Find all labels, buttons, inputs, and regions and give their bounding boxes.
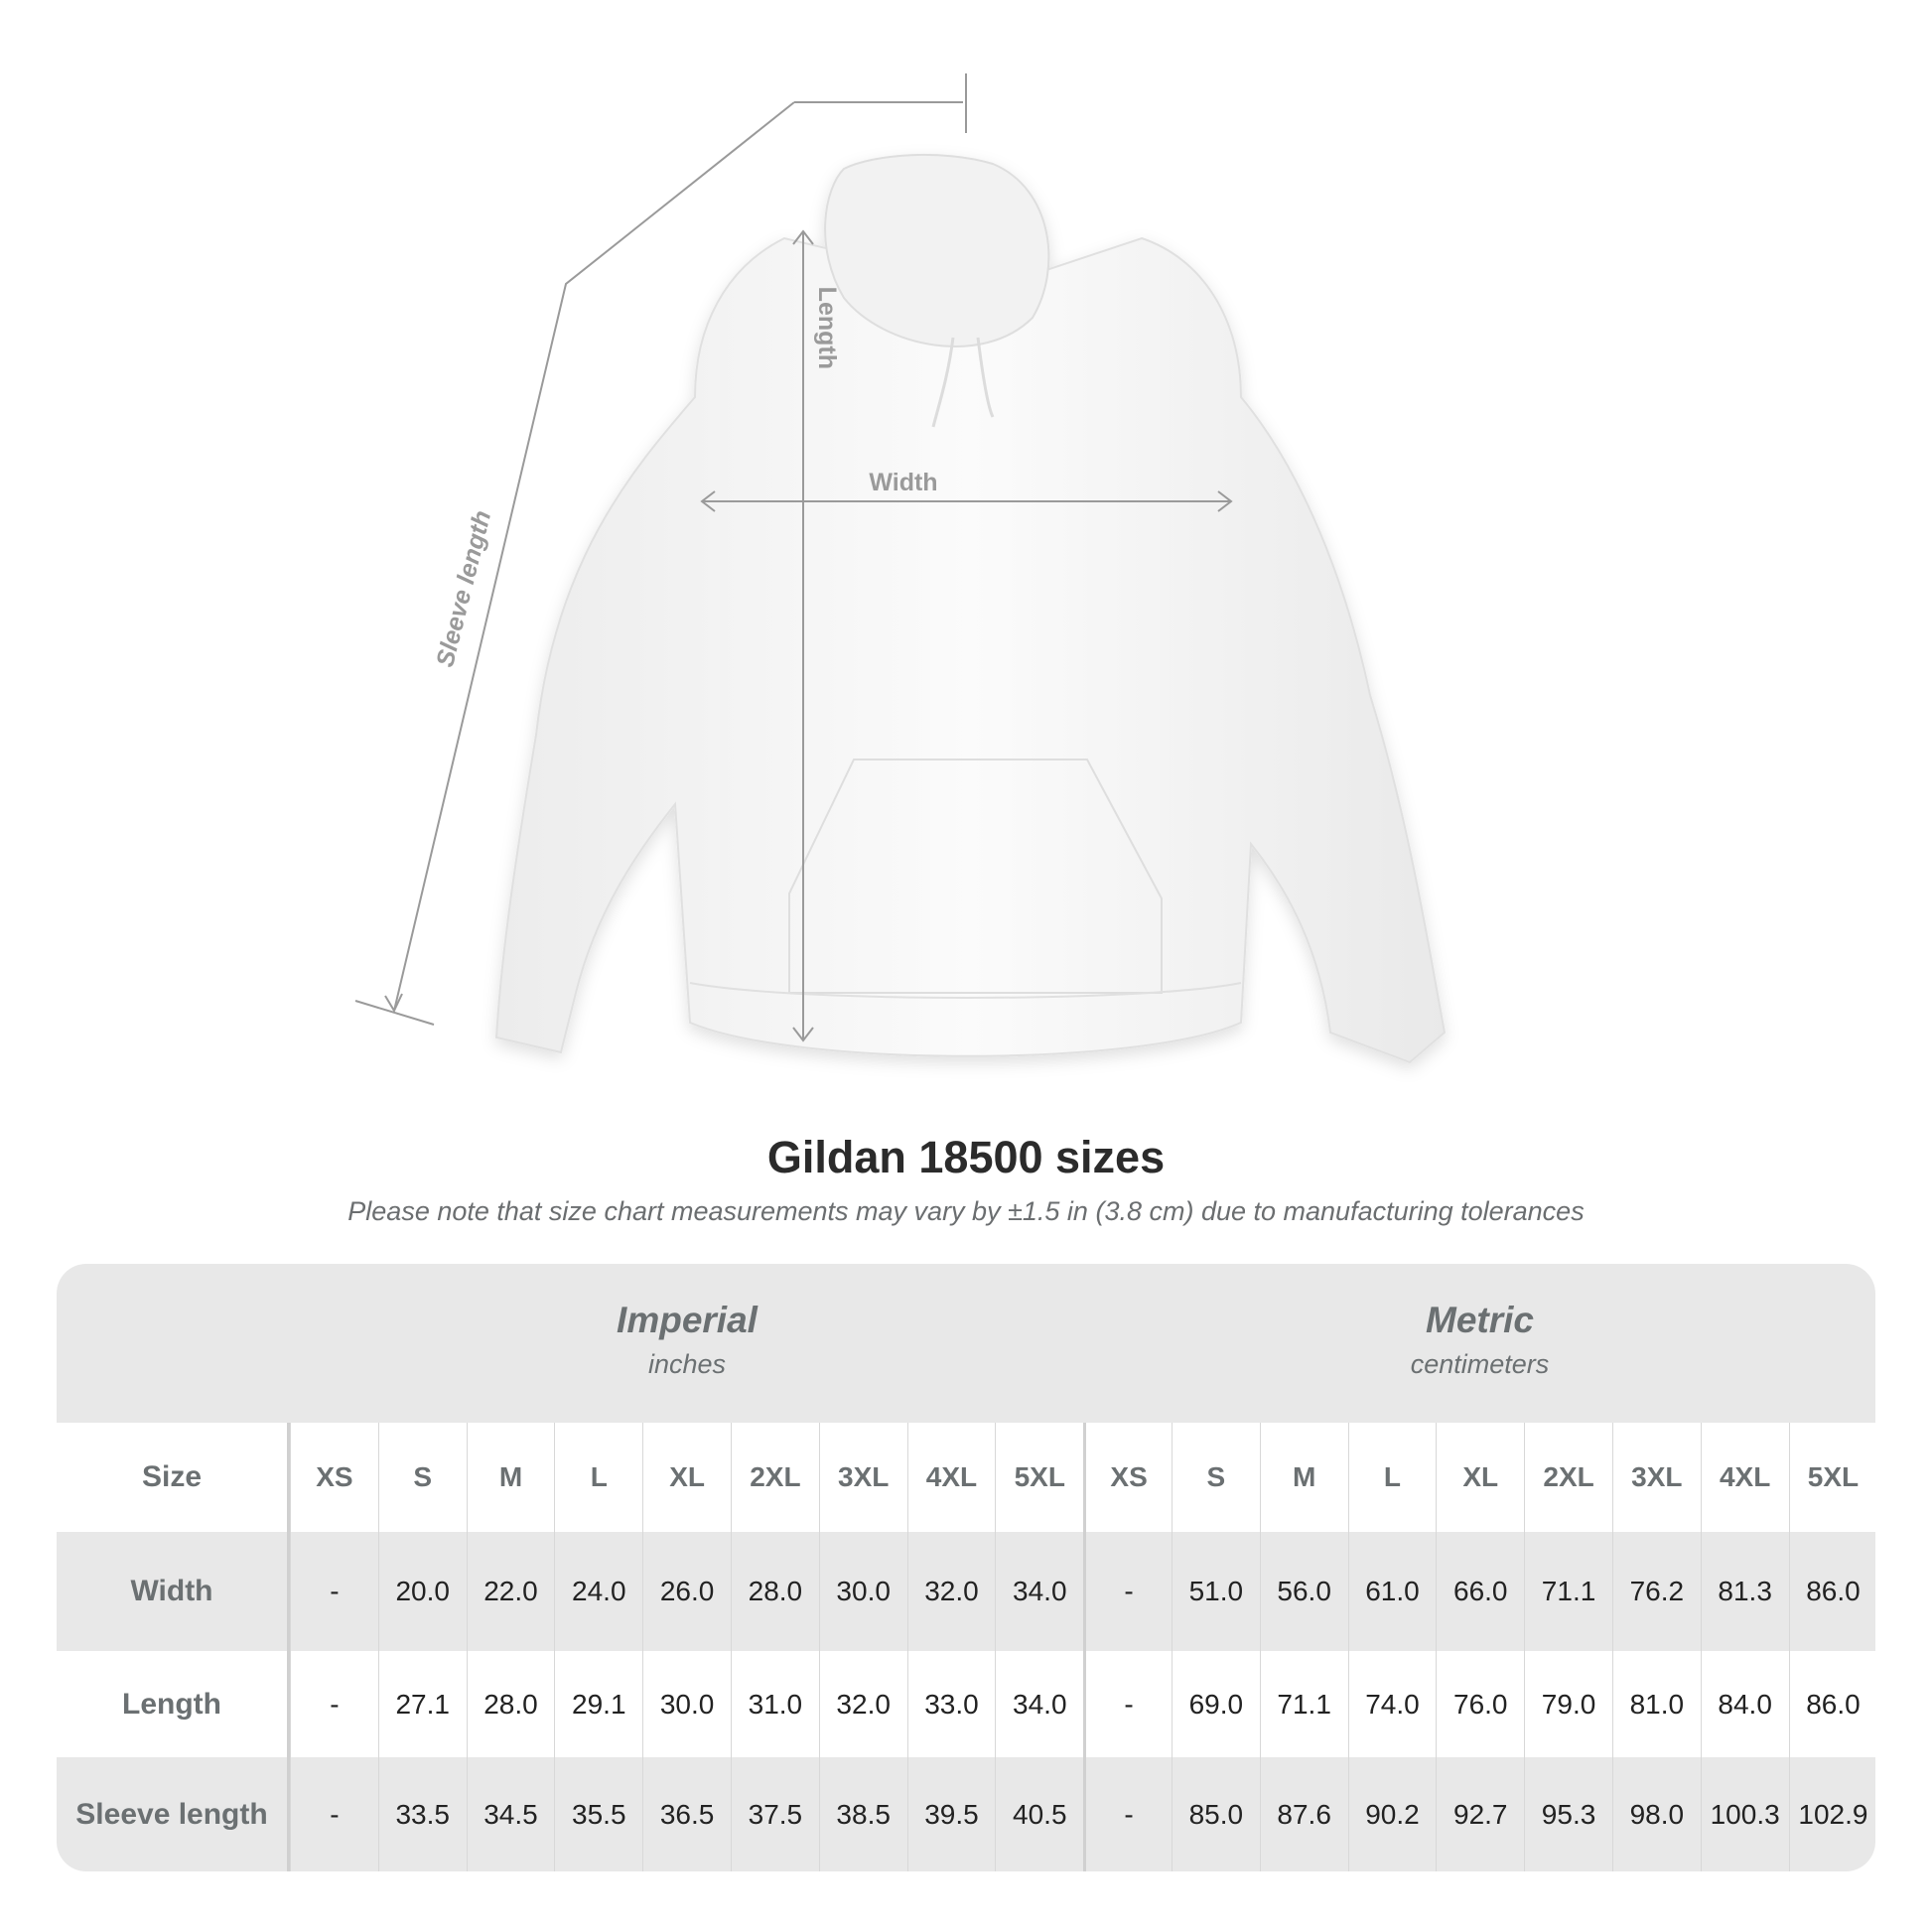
metric-value-cell: 74.0 (1347, 1651, 1437, 1757)
imperial-heading: Imperial (617, 1300, 758, 1340)
metric-value-cell: 86.0 (1788, 1532, 1875, 1651)
imperial-value-cell: 26.0 (642, 1532, 731, 1651)
imperial-size-header: 3XL (818, 1423, 907, 1532)
imperial-value-cell: - (290, 1757, 378, 1871)
imperial-value-cell: - (290, 1651, 378, 1757)
imperial-value-cell: 28.0 (730, 1532, 819, 1651)
metric-value-cell: 69.0 (1171, 1651, 1260, 1757)
size-header-row: Size XS S M L XL 2XL 3XL 4XL 5XL XS S M L XL 2XL 3XL 4XL 5… (57, 1423, 1875, 1532)
metric-value-cell: 71.1 (1524, 1532, 1612, 1651)
metric-size-header: 5XL (1788, 1423, 1875, 1532)
imperial-value-cell: 35.5 (554, 1757, 642, 1871)
metric-value-cell: 87.6 (1259, 1757, 1348, 1871)
metric-value-cell: 102.9 (1788, 1757, 1875, 1871)
imperial-value-cell: 33.5 (377, 1757, 467, 1871)
metric-value-cell: - (1083, 1757, 1172, 1871)
metric-unit: centimeters (1410, 1349, 1550, 1379)
metric-value-cell: 51.0 (1171, 1532, 1260, 1651)
imperial-value-cell: 22.0 (466, 1532, 555, 1651)
metric-value-cell: 61.0 (1347, 1532, 1437, 1651)
metric-value-cell: 90.2 (1347, 1757, 1437, 1871)
metric-value-cell: 100.3 (1700, 1757, 1789, 1871)
metric-heading: Metric (1426, 1300, 1534, 1340)
size-label: Size (57, 1423, 290, 1532)
metric-value-cell: 92.7 (1436, 1757, 1524, 1871)
imperial-value-cell: - (290, 1532, 378, 1651)
imperial-size-header: S (377, 1423, 467, 1532)
imperial-value-cell: 29.1 (554, 1651, 642, 1757)
page-title: Gildan 18500 sizes (766, 1132, 1166, 1182)
imperial-value-cell: 33.0 (906, 1651, 996, 1757)
table-row: Sleeve length -33.5 34.5 35.5 36.5 37.5 38.5 39… (57, 1757, 1875, 1871)
imperial-value-cell: 28.0 (466, 1651, 555, 1757)
width-label: Width (869, 469, 937, 496)
metric-value-cell: 56.0 (1259, 1532, 1348, 1651)
metric-value-cell: 81.0 (1611, 1651, 1701, 1757)
table-row: Width -20.0 22.0 24.0 26.0 28.0 30.0 32.0 34.0-5… (57, 1532, 1875, 1651)
imperial-value-cell: 34.0 (995, 1532, 1083, 1651)
imperial-size-header: 2XL (730, 1423, 819, 1532)
length-label: Length (813, 287, 841, 369)
imperial-value-cell: 37.5 (730, 1757, 819, 1871)
row-label: Sleeve length (57, 1757, 290, 1871)
imperial-value-cell: 24.0 (554, 1532, 642, 1651)
imperial-size-header: 4XL (906, 1423, 996, 1532)
metric-size-header: M (1259, 1423, 1348, 1532)
metric-size-header: XS (1083, 1423, 1172, 1532)
metric-value-cell: 71.1 (1259, 1651, 1348, 1757)
imperial-size-header: XL (642, 1423, 731, 1532)
row-label: Width (57, 1532, 290, 1651)
metric-value-cell: 85.0 (1171, 1757, 1260, 1871)
row-label: Length (57, 1651, 290, 1757)
metric-size-header: 3XL (1611, 1423, 1701, 1532)
metric-size-header: L (1347, 1423, 1437, 1532)
tolerance-note: Please note that size chart measurements… (347, 1196, 1585, 1226)
imperial-value-cell: 31.0 (730, 1651, 819, 1757)
sleeve-length-label: Sleeve length (431, 507, 496, 669)
imperial-value-cell: 34.5 (466, 1757, 555, 1871)
imperial-size-header: M (466, 1423, 555, 1532)
metric-size-header: XL (1436, 1423, 1524, 1532)
size-table: Imperial inches Metric centimeters Size X… (57, 1264, 1875, 1871)
hoodie-illustration: Length Width Sleeve length (354, 73, 1447, 1064)
imperial-value-cell: 32.0 (906, 1532, 996, 1651)
imperial-value-cell: 39.5 (906, 1757, 996, 1871)
metric-value-cell: - (1083, 1532, 1172, 1651)
metric-size-header: 4XL (1700, 1423, 1789, 1532)
imperial-value-cell: 32.0 (818, 1651, 907, 1757)
metric-value-cell: 84.0 (1700, 1651, 1789, 1757)
measurement-lines (354, 73, 1233, 1042)
metric-value-cell: 76.2 (1611, 1532, 1701, 1651)
metric-value-cell: - (1083, 1651, 1172, 1757)
hoodie-icon (494, 153, 1447, 1064)
imperial-value-cell: 36.5 (642, 1757, 731, 1871)
metric-value-cell: 95.3 (1524, 1757, 1612, 1871)
metric-value-cell: 79.0 (1524, 1651, 1612, 1757)
imperial-value-cell: 20.0 (377, 1532, 467, 1651)
metric-size-header: 2XL (1524, 1423, 1612, 1532)
imperial-value-cell: 27.1 (377, 1651, 467, 1757)
imperial-value-cell: 40.5 (995, 1757, 1083, 1871)
metric-value-cell: 86.0 (1788, 1651, 1875, 1757)
imperial-unit: inches (647, 1349, 727, 1379)
imperial-size-header: L (554, 1423, 642, 1532)
imperial-group-header: Imperial inches (290, 1264, 1084, 1423)
metric-value-cell: 76.0 (1436, 1651, 1524, 1757)
metric-size-header: S (1171, 1423, 1260, 1532)
metric-value-cell: 66.0 (1436, 1532, 1524, 1651)
table-row: Length -27.1 28.0 29.1 30.0 31.0 32.0 33.0 34.0-… (57, 1651, 1875, 1757)
metric-group-header: Metric centimeters (1084, 1264, 1875, 1423)
imperial-value-cell: 38.5 (818, 1757, 907, 1871)
imperial-value-cell: 30.0 (642, 1651, 731, 1757)
imperial-size-header: XS (290, 1423, 378, 1532)
imperial-value-cell: 30.0 (818, 1532, 907, 1651)
imperial-value-cell: 34.0 (995, 1651, 1083, 1757)
metric-value-cell: 98.0 (1611, 1757, 1701, 1871)
imperial-size-header: 5XL (995, 1423, 1083, 1532)
metric-value-cell: 81.3 (1700, 1532, 1789, 1651)
